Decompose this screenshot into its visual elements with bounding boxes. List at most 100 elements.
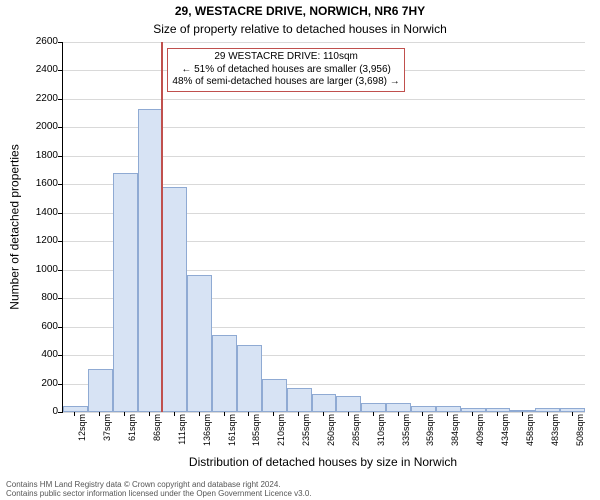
y-tick-label: 1200 bbox=[8, 235, 58, 246]
y-tick-mark bbox=[58, 270, 62, 271]
x-axis-label: Distribution of detached houses by size … bbox=[62, 455, 584, 469]
x-tick-label: 111sqm bbox=[177, 414, 187, 454]
x-tick-mark bbox=[149, 412, 150, 416]
annotation-line: 29 WESTACRE DRIVE: 110sqm bbox=[172, 51, 399, 64]
footer-line-2: Contains public sector information licen… bbox=[6, 489, 594, 498]
x-tick-mark bbox=[99, 412, 100, 416]
histogram-bar bbox=[361, 403, 386, 412]
y-tick-mark bbox=[58, 70, 62, 71]
gridline bbox=[63, 99, 585, 100]
y-tick-label: 2200 bbox=[8, 93, 58, 104]
y-tick-mark bbox=[58, 213, 62, 214]
x-tick-label: 136sqm bbox=[202, 414, 212, 454]
y-tick-label: 2600 bbox=[8, 36, 58, 47]
x-tick-label: 235sqm bbox=[301, 414, 311, 454]
y-tick-label: 600 bbox=[8, 321, 58, 332]
histogram-bar bbox=[63, 406, 88, 412]
x-tick-label: 12sqm bbox=[77, 414, 87, 454]
x-tick-mark bbox=[373, 412, 374, 416]
y-tick-label: 1000 bbox=[8, 264, 58, 275]
footer-attribution: Contains HM Land Registry data © Crown c… bbox=[6, 480, 594, 498]
y-tick-label: 1600 bbox=[8, 178, 58, 189]
x-tick-mark bbox=[422, 412, 423, 416]
x-tick-label: 61sqm bbox=[127, 414, 137, 454]
y-tick-mark bbox=[58, 384, 62, 385]
y-tick-label: 1400 bbox=[8, 207, 58, 218]
annotation-line: ← 51% of detached houses are smaller (3,… bbox=[172, 64, 399, 77]
y-tick-mark bbox=[58, 42, 62, 43]
x-tick-label: 210sqm bbox=[276, 414, 286, 454]
gridline bbox=[63, 412, 585, 413]
annotation-box: 29 WESTACRE DRIVE: 110sqm← 51% of detach… bbox=[167, 48, 404, 92]
histogram-bar bbox=[386, 403, 411, 412]
y-tick-label: 200 bbox=[8, 378, 58, 389]
x-tick-label: 86sqm bbox=[152, 414, 162, 454]
x-tick-label: 508sqm bbox=[575, 414, 585, 454]
y-tick-label: 2000 bbox=[8, 121, 58, 132]
x-tick-label: 260sqm bbox=[326, 414, 336, 454]
property-marker-line bbox=[161, 42, 163, 412]
x-tick-mark bbox=[174, 412, 175, 416]
x-tick-label: 37sqm bbox=[102, 414, 112, 454]
histogram-bar bbox=[560, 408, 585, 412]
x-tick-label: 161sqm bbox=[227, 414, 237, 454]
histogram-bar bbox=[336, 396, 361, 412]
histogram-bar bbox=[88, 369, 113, 412]
histogram-bar bbox=[237, 345, 262, 412]
x-tick-mark bbox=[199, 412, 200, 416]
x-tick-label: 384sqm bbox=[450, 414, 460, 454]
y-tick-label: 0 bbox=[8, 406, 58, 417]
x-tick-mark bbox=[447, 412, 448, 416]
y-tick-label: 400 bbox=[8, 349, 58, 360]
x-tick-mark bbox=[472, 412, 473, 416]
x-tick-label: 359sqm bbox=[425, 414, 435, 454]
histogram-bar bbox=[535, 408, 560, 412]
y-tick-label: 2400 bbox=[8, 64, 58, 75]
annotation-line: 48% of semi-detached houses are larger (… bbox=[172, 76, 399, 89]
chart-container: 29, WESTACRE DRIVE, NORWICH, NR6 7HY Siz… bbox=[0, 0, 600, 500]
x-tick-mark bbox=[224, 412, 225, 416]
x-tick-mark bbox=[323, 412, 324, 416]
x-tick-label: 483sqm bbox=[550, 414, 560, 454]
x-tick-mark bbox=[74, 412, 75, 416]
x-tick-label: 434sqm bbox=[500, 414, 510, 454]
page-title: 29, WESTACRE DRIVE, NORWICH, NR6 7HY bbox=[0, 4, 600, 18]
x-tick-label: 409sqm bbox=[475, 414, 485, 454]
y-tick-mark bbox=[58, 241, 62, 242]
x-tick-mark bbox=[572, 412, 573, 416]
page-subtitle: Size of property relative to detached ho… bbox=[0, 22, 600, 36]
y-tick-mark bbox=[58, 184, 62, 185]
y-tick-mark bbox=[58, 412, 62, 413]
x-tick-mark bbox=[522, 412, 523, 416]
gridline bbox=[63, 42, 585, 43]
histogram-bar bbox=[312, 394, 337, 413]
plot-area: 29 WESTACRE DRIVE: 110sqm← 51% of detach… bbox=[62, 42, 585, 413]
x-tick-mark bbox=[398, 412, 399, 416]
histogram-bar bbox=[138, 109, 163, 412]
y-tick-mark bbox=[58, 127, 62, 128]
x-tick-label: 185sqm bbox=[251, 414, 261, 454]
x-tick-mark bbox=[124, 412, 125, 416]
histogram-bar bbox=[113, 173, 138, 412]
x-tick-label: 285sqm bbox=[351, 414, 361, 454]
histogram-bar bbox=[162, 187, 187, 412]
histogram-bar bbox=[262, 379, 287, 412]
y-tick-label: 800 bbox=[8, 292, 58, 303]
y-tick-mark bbox=[58, 99, 62, 100]
histogram-bar bbox=[510, 410, 535, 412]
y-tick-mark bbox=[58, 298, 62, 299]
x-tick-mark bbox=[348, 412, 349, 416]
histogram-bar bbox=[187, 275, 212, 412]
histogram-bar bbox=[411, 406, 436, 412]
x-tick-label: 458sqm bbox=[525, 414, 535, 454]
histogram-bar bbox=[287, 388, 312, 412]
x-tick-mark bbox=[298, 412, 299, 416]
footer-line-1: Contains HM Land Registry data © Crown c… bbox=[6, 480, 594, 489]
histogram-bar bbox=[212, 335, 237, 412]
x-tick-label: 335sqm bbox=[401, 414, 411, 454]
x-tick-mark bbox=[273, 412, 274, 416]
x-tick-label: 310sqm bbox=[376, 414, 386, 454]
y-tick-mark bbox=[58, 156, 62, 157]
x-tick-mark bbox=[547, 412, 548, 416]
y-tick-mark bbox=[58, 327, 62, 328]
